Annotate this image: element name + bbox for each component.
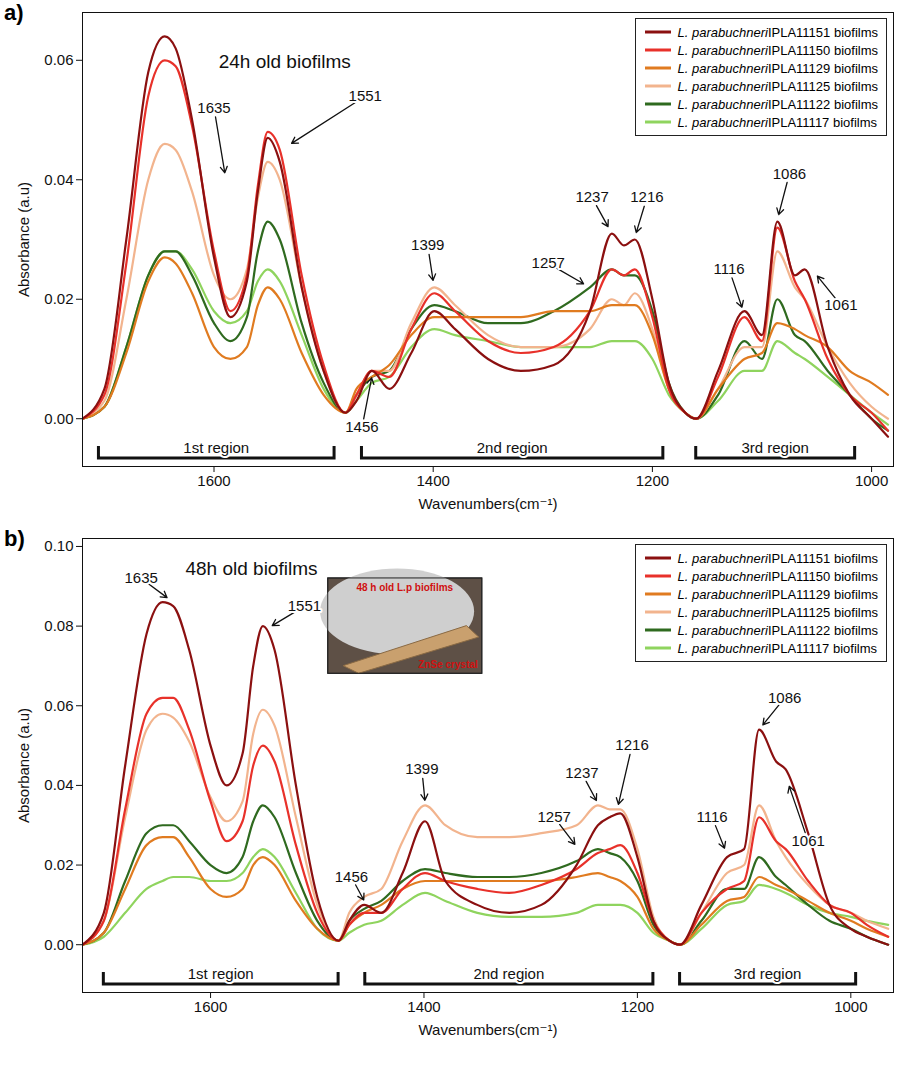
svg-text:0.02: 0.02 xyxy=(44,290,73,307)
html-text:L. parabuchneri IPLA11150 biof: L. parabuchneri IPLA11150 biofilms xyxy=(677,568,878,584)
svg-text:0.10: 0.10 xyxy=(44,537,73,554)
svg-text:1257: 1257 xyxy=(532,254,565,271)
svg-text:1551: 1551 xyxy=(288,597,321,614)
svg-text:0.06: 0.06 xyxy=(44,697,73,714)
svg-text:Absorbance (a.u): Absorbance (a.u) xyxy=(15,182,32,297)
svg-text:2nd region: 2nd region xyxy=(473,965,544,982)
svg-text:1635: 1635 xyxy=(125,569,158,586)
html-text:L. parabuchneri IPLA11129 biof: L. parabuchneri IPLA11129 biofilms xyxy=(677,586,878,602)
svg-text:1216: 1216 xyxy=(615,736,648,753)
svg-text:1116: 1116 xyxy=(697,808,728,825)
svg-text:1551: 1551 xyxy=(349,87,382,104)
html-text:a): a) xyxy=(4,0,24,25)
svg-text:0.00: 0.00 xyxy=(44,936,73,953)
html-text:L. parabuchneri IPLA11122 biof: L. parabuchneri IPLA11122 biofilms xyxy=(677,622,878,638)
svg-text:1600: 1600 xyxy=(194,998,227,1015)
svg-text:Wavenumbers(cm⁻¹): Wavenumbers(cm⁻¹) xyxy=(418,495,557,512)
svg-text:1600: 1600 xyxy=(197,472,230,489)
svg-text:1456: 1456 xyxy=(335,868,368,885)
svg-text:48h old biofilms: 48h old biofilms xyxy=(185,558,317,579)
html-text:b): b) xyxy=(4,526,25,551)
svg-text:1399: 1399 xyxy=(405,760,438,777)
svg-text:1400: 1400 xyxy=(407,998,440,1015)
svg-text:3rd region: 3rd region xyxy=(734,965,802,982)
svg-text:1237: 1237 xyxy=(575,188,608,205)
svg-text:1061: 1061 xyxy=(824,296,857,313)
html-text:L. parabuchneri IPLA11125 biof: L. parabuchneri IPLA11125 biofilms xyxy=(677,78,878,94)
svg-text:0.02: 0.02 xyxy=(44,856,73,873)
svg-text:1086: 1086 xyxy=(773,165,806,182)
svg-text:1200: 1200 xyxy=(621,998,654,1015)
svg-text:1400: 1400 xyxy=(417,472,450,489)
svg-text:1116: 1116 xyxy=(714,260,745,277)
svg-text:48 h old L.p biofilms: 48 h old L.p biofilms xyxy=(356,582,453,593)
svg-text:1061: 1061 xyxy=(791,832,824,849)
svg-text:1200: 1200 xyxy=(636,472,669,489)
html-text:L. parabuchneri IPLA11151 biof: L. parabuchneri IPLA11151 biofilms xyxy=(677,550,878,566)
svg-text:Wavenumbers(cm⁻¹): Wavenumbers(cm⁻¹) xyxy=(418,1021,557,1038)
svg-text:1399: 1399 xyxy=(411,236,444,253)
svg-text:1635: 1635 xyxy=(197,99,230,116)
svg-text:Absorbance (a.u): Absorbance (a.u) xyxy=(15,708,32,823)
svg-text:1257: 1257 xyxy=(537,808,570,825)
svg-text:1st region: 1st region xyxy=(188,965,254,982)
svg-text:1086: 1086 xyxy=(768,689,801,706)
html-text:L. parabuchneri IPLA11150 biof: L. parabuchneri IPLA11150 biofilms xyxy=(677,42,878,58)
svg-text:0.04: 0.04 xyxy=(44,776,73,793)
html-text:L. parabuchneri IPLA11125 biof: L. parabuchneri IPLA11125 biofilms xyxy=(677,604,878,620)
svg-text:0.08: 0.08 xyxy=(44,617,73,634)
svg-text:3rd region: 3rd region xyxy=(741,439,809,456)
svg-text:1st region: 1st region xyxy=(183,439,249,456)
html-text:L. parabuchneri IPLA11129 biof: L. parabuchneri IPLA11129 biofilms xyxy=(677,60,878,76)
svg-text:ZnSe crystal: ZnSe crystal xyxy=(418,659,478,670)
svg-text:24h old biofilms: 24h old biofilms xyxy=(219,51,351,72)
html-text:L. parabuchneri IPLA11117 biof: L. parabuchneri IPLA11117 biofilms xyxy=(677,114,877,130)
svg-text:0.00: 0.00 xyxy=(44,410,73,427)
html-text:L. parabuchneri IPLA11122 biof: L. parabuchneri IPLA11122 biofilms xyxy=(677,96,878,112)
svg-text:1000: 1000 xyxy=(855,472,888,489)
html-text:L. parabuchneri IPLA11151 biof: L. parabuchneri IPLA11151 biofilms xyxy=(677,24,878,40)
svg-text:0.06: 0.06 xyxy=(44,51,73,68)
svg-text:0.04: 0.04 xyxy=(44,171,73,188)
svg-text:1000: 1000 xyxy=(834,998,867,1015)
html-text:L. parabuchneri IPLA11117 biof: L. parabuchneri IPLA11117 biofilms xyxy=(677,640,877,656)
svg-text:2nd region: 2nd region xyxy=(477,439,548,456)
svg-text:1456: 1456 xyxy=(345,418,378,435)
svg-text:1237: 1237 xyxy=(565,764,598,781)
svg-text:1216: 1216 xyxy=(630,188,663,205)
